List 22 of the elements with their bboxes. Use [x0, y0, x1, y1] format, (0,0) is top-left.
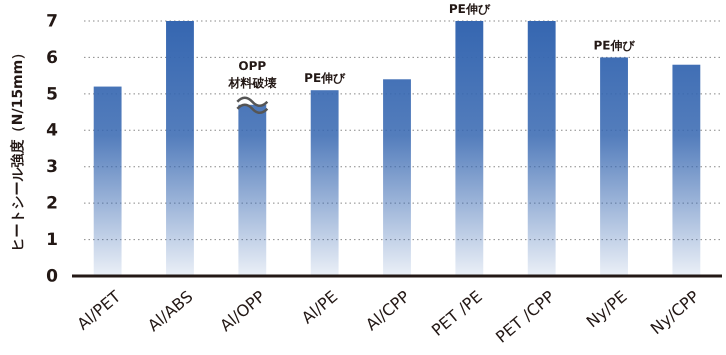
bar	[383, 79, 411, 276]
y-tick-label: 1	[46, 230, 58, 250]
bar	[600, 57, 628, 276]
y-tick-label: 5	[46, 84, 58, 104]
annotation: OPP 材料破壊	[227, 58, 276, 90]
annotation: PE伸び	[448, 2, 491, 16]
bar	[672, 64, 700, 276]
annotation: PE伸び	[594, 38, 636, 52]
y-tick-label: 6	[46, 48, 58, 68]
bar	[528, 21, 556, 276]
bar	[166, 21, 194, 276]
annotation: PE伸び	[304, 71, 346, 86]
bar	[455, 21, 484, 276]
bar	[94, 86, 122, 276]
y-axis-title: ヒートシール強度（N/15mm）	[9, 46, 26, 252]
bar	[310, 90, 339, 276]
y-tick-label: 2	[46, 194, 58, 214]
bar	[238, 104, 266, 276]
y-tick-label: 3	[46, 157, 58, 178]
y-tick-label: 4	[46, 120, 58, 141]
y-tick-label: 0	[46, 266, 58, 286]
y-tick-label: 7	[46, 11, 58, 32]
